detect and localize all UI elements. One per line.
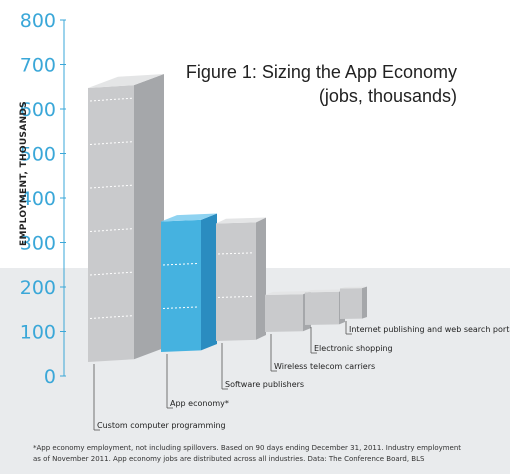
category-label-text: App economy*	[170, 399, 229, 408]
bar-top	[161, 213, 217, 222]
bar	[216, 217, 266, 341]
bar-front	[216, 222, 256, 341]
y-axis: 0 100 200 300 400 500 600 700 800	[20, 10, 66, 388]
bar-gridline	[89, 141, 133, 145]
bars-group	[88, 73, 367, 363]
bar-front	[161, 219, 201, 352]
y-tick-label: 0	[44, 366, 56, 388]
bar-top	[340, 286, 367, 289]
bar-top	[88, 73, 164, 88]
bar-top	[305, 289, 345, 293]
category-label: Internet publishing and web search porta…	[345, 321, 510, 335]
bar-gridline	[89, 228, 133, 232]
bar-side	[256, 217, 266, 340]
bar	[161, 213, 217, 352]
category-label-text: Software publishers	[225, 380, 304, 389]
chart-title-line2: (jobs, thousands)	[319, 86, 457, 106]
bar-top	[216, 217, 266, 224]
y-tick-label: 200	[20, 277, 56, 299]
category-label: Custom computer programming	[93, 364, 226, 431]
bar-front	[305, 291, 339, 325]
category-label: Wireless telecom carriers	[270, 334, 375, 372]
category-label-text: Electronic shopping	[314, 344, 393, 353]
bar-top	[265, 291, 311, 296]
bar-front	[88, 85, 134, 363]
y-tick-label: 800	[20, 10, 56, 32]
y-tick-label: 300	[20, 233, 56, 255]
category-labels: Custom computer programming App economy* S…	[93, 321, 510, 431]
bar	[88, 73, 164, 363]
bar-gridline	[89, 315, 133, 319]
footnote-line2: as of November 2011. App economy jobs ar…	[33, 455, 425, 463]
y-tick-label: 600	[20, 99, 56, 121]
category-label: Electronic shopping	[310, 327, 393, 354]
bar-side	[362, 286, 367, 319]
category-label-text: Wireless telecom carriers	[274, 362, 375, 371]
category-label: Software publishers	[221, 343, 304, 390]
bar-side	[134, 73, 164, 360]
bar-front	[265, 294, 303, 332]
bar-side	[201, 213, 217, 351]
y-axis-label: EMPLOYMENT, THOUSANDS	[19, 101, 29, 246]
bar	[340, 286, 367, 319]
category-label: App economy*	[166, 354, 229, 409]
bar	[305, 289, 345, 325]
y-tick-label: 400	[20, 188, 56, 210]
category-label-text: Custom computer programming	[97, 421, 226, 430]
bar-gridline	[89, 97, 133, 102]
bar-front	[340, 288, 362, 319]
footnote-line1: *App economy employment, not including s…	[33, 444, 461, 452]
y-tick-label: 500	[20, 144, 56, 166]
bar-gridline	[89, 271, 133, 276]
chart-title-line1: Figure 1: Sizing the App Economy	[186, 62, 457, 82]
y-tick-label: 700	[20, 55, 56, 77]
category-label-text: Internet publishing and web search porta…	[349, 325, 510, 334]
bar-gridline	[89, 184, 133, 189]
bar	[265, 291, 311, 332]
y-tick-label: 100	[20, 322, 56, 344]
